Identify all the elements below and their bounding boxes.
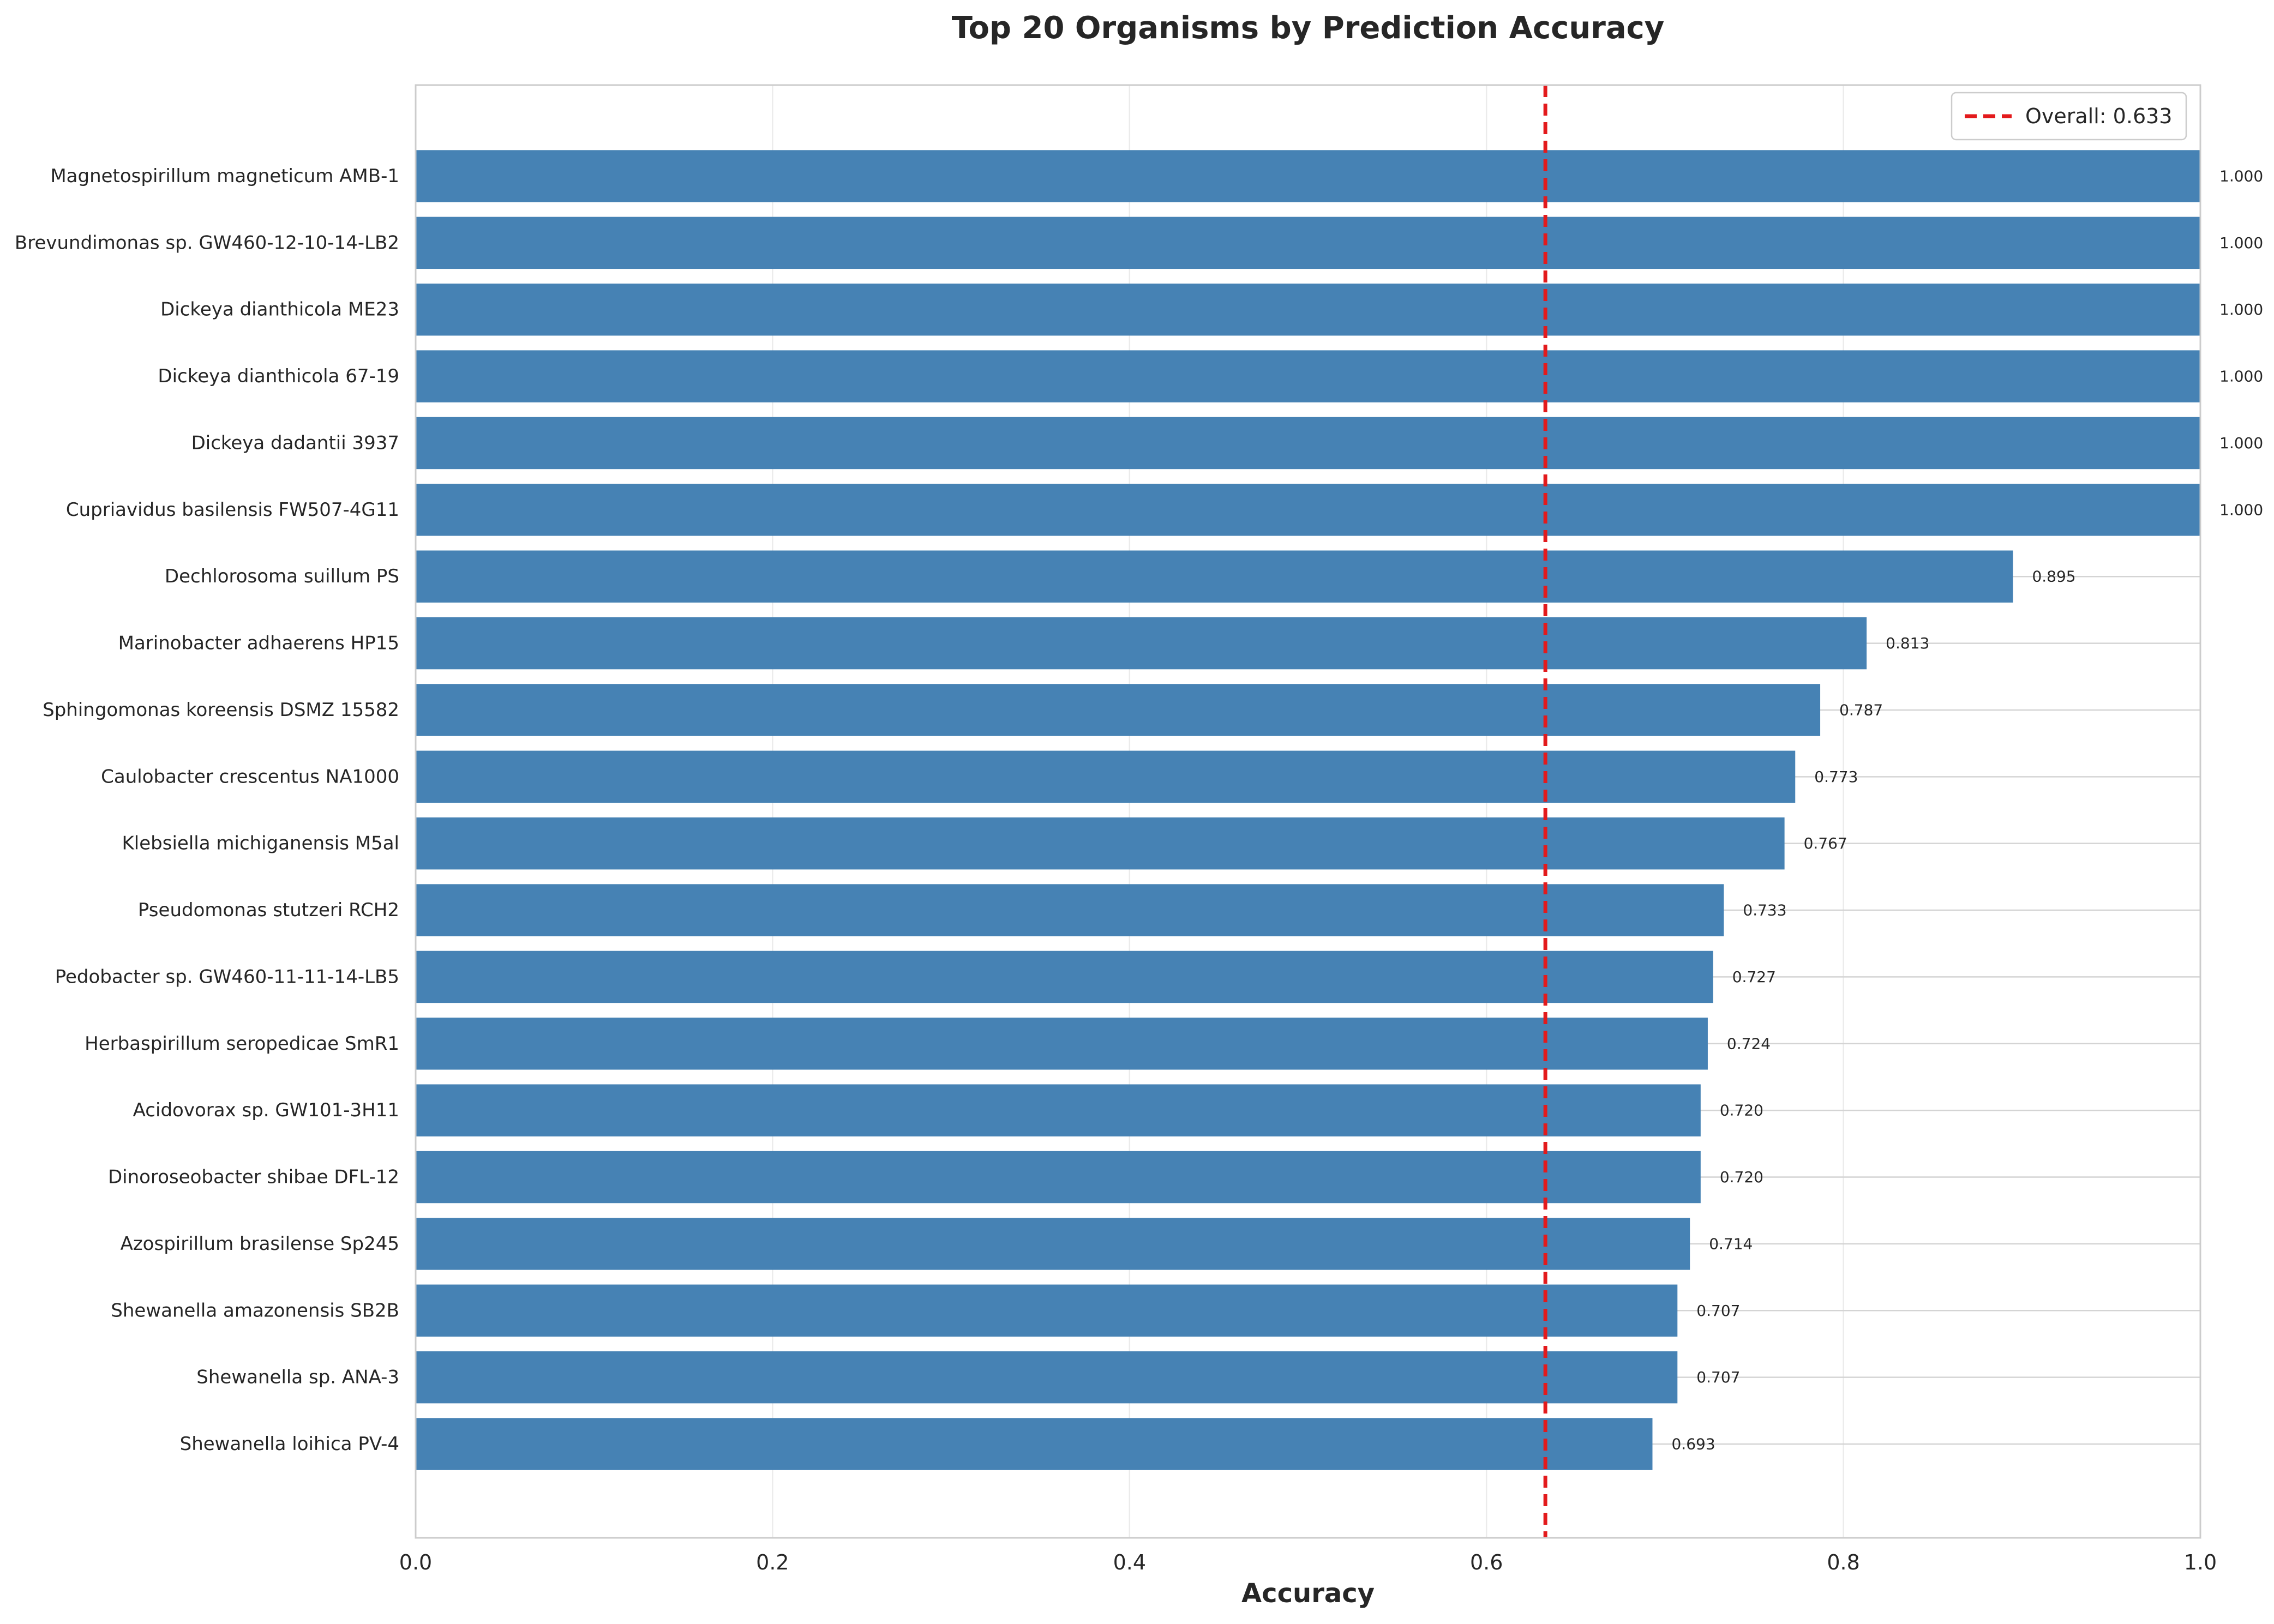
value-label-dickeya-dianthicola-67-19: 1.000 bbox=[2219, 368, 2263, 386]
bar-shewanella-sp-ana-3 bbox=[416, 1351, 1678, 1404]
bar-brevundimonas-sp-gw460-12-10-14-lb2 bbox=[416, 216, 2200, 269]
category-label-acidovorax-sp-gw101-3h11: Acidovorax sp. GW101-3H11 bbox=[133, 1099, 399, 1121]
category-label-caulobacter-crescentus-na1000: Caulobacter crescentus NA1000 bbox=[101, 766, 399, 787]
x-tick-label-5: 1.0 bbox=[2184, 1550, 2217, 1574]
category-label-dickeya-dianthicola-me23: Dickeya dianthicola ME23 bbox=[160, 299, 399, 321]
x-axis-label: Accuracy bbox=[1241, 1578, 1375, 1609]
legend: Overall: 0.633 bbox=[1951, 92, 2187, 141]
x-tick-label-1: 0.2 bbox=[756, 1550, 789, 1574]
value-label-pseudomonas-stutzeri-rch2: 0.733 bbox=[1743, 901, 1786, 919]
bar-shewanella-amazonensis-sb2b bbox=[416, 1284, 1678, 1337]
category-label-magnetospirillum-magneticum-amb-1: Magnetospirillum magneticum AMB-1 bbox=[50, 165, 399, 187]
category-label-sphingomonas-koreensis-dsmz-15582: Sphingomonas koreensis DSMZ 15582 bbox=[43, 699, 399, 721]
value-label-brevundimonas-sp-gw460-12-10-14-lb2: 1.000 bbox=[2219, 234, 2263, 252]
category-label-azospirillum-brasilense-sp245: Azospirillum brasilense Sp245 bbox=[121, 1233, 399, 1255]
bar-dickeya-dadantii-3937 bbox=[416, 417, 2200, 470]
bar-dickeya-dianthicola-me23 bbox=[416, 284, 2200, 336]
category-label-pedobacter-sp-gw460-11-11-14-lb5: Pedobacter sp. GW460-11-11-14-LB5 bbox=[55, 966, 399, 988]
x-tick-label-2: 0.4 bbox=[1113, 1550, 1146, 1574]
category-label-marinobacter-adhaerens-hp15: Marinobacter adhaerens HP15 bbox=[118, 633, 399, 654]
value-label-dickeya-dianthicola-me23: 1.000 bbox=[2219, 300, 2263, 318]
bar-sphingomonas-koreensis-dsmz-15582 bbox=[416, 684, 1821, 736]
bar-cupriavidus-basilensis-fw507-4g11 bbox=[416, 484, 2200, 536]
category-label-dechlorosoma-suillum-ps: Dechlorosoma suillum PS bbox=[165, 566, 399, 587]
labels: Magnetospirillum magneticum AMB-1 1.000 Br… bbox=[15, 165, 2263, 1574]
value-label-shewanella-amazonensis-sb2b: 0.707 bbox=[1696, 1302, 1740, 1320]
chart-title: Top 20 Organisms by Prediction Accuracy bbox=[952, 10, 1665, 46]
category-label-pseudomonas-stutzeri-rch2: Pseudomonas stutzeri RCH2 bbox=[138, 899, 399, 921]
legend-box bbox=[1951, 92, 2187, 141]
bar-pseudomonas-stutzeri-rch2 bbox=[416, 884, 1724, 936]
plot-frame bbox=[415, 84, 2201, 1539]
value-label-azospirillum-brasilense-sp245: 0.714 bbox=[1709, 1235, 1753, 1253]
bar-marinobacter-adhaerens-hp15 bbox=[416, 617, 1867, 670]
value-label-klebsiella-michiganensis-m5al: 0.767 bbox=[1804, 834, 1847, 852]
value-label-acidovorax-sp-gw101-3h11: 0.720 bbox=[1720, 1102, 1763, 1120]
bar-shewanella-loihica-pv-4 bbox=[416, 1418, 1653, 1470]
bar-klebsiella-michiganensis-m5al bbox=[416, 817, 1785, 870]
value-label-caulobacter-crescentus-na1000: 0.773 bbox=[1814, 768, 1858, 786]
bar-dickeya-dianthicola-67-19 bbox=[416, 350, 2200, 402]
bar-azospirillum-brasilense-sp245 bbox=[416, 1218, 1690, 1270]
bar-herbaspirillum-seropedicae-smr1 bbox=[416, 1018, 1708, 1070]
category-label-dickeya-dadantii-3937: Dickeya dadantii 3937 bbox=[191, 432, 399, 454]
bars bbox=[416, 150, 2200, 1470]
category-label-shewanella-loihica-pv-4: Shewanella loihica PV-4 bbox=[180, 1433, 399, 1455]
x-tick-label-3: 0.6 bbox=[1470, 1550, 1503, 1574]
bar-dechlorosoma-suillum-ps bbox=[416, 550, 2013, 603]
value-label-dechlorosoma-suillum-ps: 0.895 bbox=[2032, 568, 2075, 586]
value-label-magnetospirillum-magneticum-amb-1: 1.000 bbox=[2219, 167, 2263, 185]
category-label-cupriavidus-basilensis-fw507-4g11: Cupriavidus basilensis FW507-4G11 bbox=[66, 499, 399, 521]
value-label-pedobacter-sp-gw460-11-11-14-lb5: 0.727 bbox=[1732, 968, 1776, 986]
category-label-shewanella-amazonensis-sb2b: Shewanella amazonensis SB2B bbox=[111, 1300, 399, 1321]
bar-magnetospirillum-magneticum-amb-1 bbox=[416, 150, 2200, 202]
value-label-dinoroseobacter-shibae-dfl-12: 0.720 bbox=[1720, 1168, 1763, 1186]
category-label-shewanella-sp-ana-3: Shewanella sp. ANA-3 bbox=[196, 1367, 399, 1388]
category-label-dickeya-dianthicola-67-19: Dickeya dianthicola 67-19 bbox=[158, 365, 399, 387]
value-label-shewanella-sp-ana-3: 0.707 bbox=[1696, 1368, 1740, 1386]
bar-dinoroseobacter-shibae-dfl-12 bbox=[416, 1151, 1701, 1204]
x-tick-label-0: 0.0 bbox=[399, 1550, 432, 1574]
bar-caulobacter-crescentus-na1000 bbox=[416, 750, 1796, 803]
category-label-dinoroseobacter-shibae-dfl-12: Dinoroseobacter shibae DFL-12 bbox=[108, 1166, 399, 1188]
value-label-marinobacter-adhaerens-hp15: 0.813 bbox=[1886, 634, 1929, 652]
value-label-dickeya-dadantii-3937: 1.000 bbox=[2219, 434, 2263, 452]
bar-pedobacter-sp-gw460-11-11-14-lb5 bbox=[416, 951, 1713, 1003]
value-label-herbaspirillum-seropedicae-smr1: 0.724 bbox=[1727, 1034, 1771, 1052]
value-label-sphingomonas-koreensis-dsmz-15582: 0.787 bbox=[1839, 701, 1883, 719]
legend-label: Overall: 0.633 bbox=[2025, 104, 2172, 128]
category-label-brevundimonas-sp-gw460-12-10-14-lb2: Brevundimonas sp. GW460-12-10-14-LB2 bbox=[15, 232, 399, 254]
x-tick-label-4: 0.8 bbox=[1827, 1550, 1859, 1574]
value-label-cupriavidus-basilensis-fw507-4g11: 1.000 bbox=[2219, 501, 2263, 519]
bar-acidovorax-sp-gw101-3h11 bbox=[416, 1084, 1701, 1136]
category-label-klebsiella-michiganensis-m5al: Klebsiella michiganensis M5al bbox=[122, 833, 399, 855]
value-label-shewanella-loihica-pv-4: 0.693 bbox=[1671, 1435, 1715, 1453]
category-label-herbaspirillum-seropedicae-smr1: Herbaspirillum seropedicae SmR1 bbox=[85, 1033, 399, 1055]
